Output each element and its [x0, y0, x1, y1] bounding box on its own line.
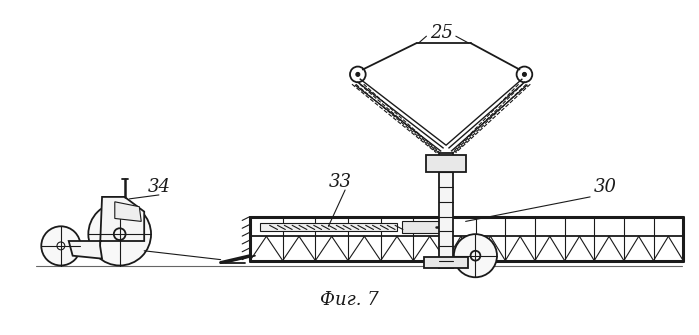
Circle shape	[454, 234, 497, 277]
Circle shape	[88, 203, 151, 266]
Circle shape	[41, 226, 80, 266]
Bar	[402, 221, 441, 233]
Bar	[426, 155, 466, 173]
Text: Фиг. 7: Фиг. 7	[320, 291, 379, 309]
Circle shape	[522, 72, 526, 76]
Polygon shape	[115, 202, 141, 221]
Bar	[439, 153, 453, 268]
Bar	[424, 257, 468, 268]
Polygon shape	[100, 197, 144, 246]
Circle shape	[356, 72, 360, 76]
Text: 25: 25	[430, 24, 453, 42]
Text: 33: 33	[329, 173, 352, 191]
Text: 30: 30	[593, 178, 617, 196]
Polygon shape	[69, 241, 102, 259]
Bar	[260, 223, 397, 231]
Text: 34: 34	[147, 178, 171, 196]
